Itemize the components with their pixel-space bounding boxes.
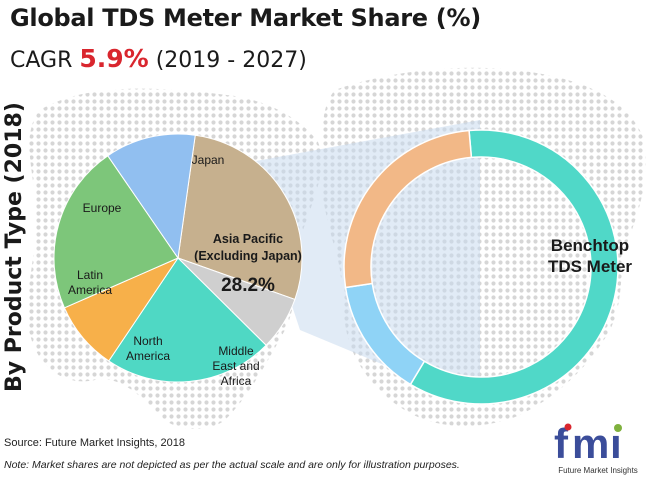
pie-slice-asia-pacific-excluding-japan xyxy=(177,134,303,301)
fmi-logo-mark: f m ı xyxy=(554,420,622,467)
cagr-label: CAGR xyxy=(10,48,73,73)
product-type-donut: Benchtop TDS Meter xyxy=(343,129,632,405)
cagr-line: CAGR 5.9% (2019 - 2027) xyxy=(10,44,307,73)
pie-label-japan: Japan xyxy=(192,153,225,167)
note-text: Note: Market shares are not depicted as … xyxy=(4,459,460,471)
pie-label-asia-pacific-excluding-japan: Asia Pacific (Excluding Japan) xyxy=(194,232,302,263)
chart-title: Global TDS Meter Market Share (%) xyxy=(10,4,481,32)
pie-label-middle-east-and-africa: Middle East and Africa xyxy=(212,344,259,388)
pie-label-latin-america: Latin America xyxy=(68,268,112,297)
fmi-logo: f m ı Future Market Insights xyxy=(548,418,648,476)
market-share-pie: Asia Pacific (Excluding Japan) Middle East … xyxy=(53,133,303,388)
pie-label-north-america: North America xyxy=(126,334,170,363)
pie-slice-north-america xyxy=(108,257,267,383)
cagr-period: (2019 - 2027) xyxy=(155,48,307,73)
pie-slice-europe xyxy=(53,155,179,309)
side-axis-label: By Product Type (2018) xyxy=(2,102,27,392)
donut-segment-3 xyxy=(343,129,473,289)
pie-annotation-value: 28.2% xyxy=(221,275,275,296)
pie-label-europe: Europe xyxy=(83,201,122,215)
cagr-value: 5.9% xyxy=(79,44,149,73)
source-text: Source: Future Market Insights, 2018 xyxy=(4,437,185,449)
logo-letter-i: ı xyxy=(610,420,622,466)
donut-segment-1 xyxy=(409,129,619,405)
logo-letter-f: f xyxy=(554,420,569,466)
donut-label-benchtop: Benchtop TDS Meter xyxy=(548,236,632,276)
logo-letter-m: m xyxy=(572,420,609,466)
logo-subtitle: Future Market Insights xyxy=(558,466,638,475)
logo-dot-green xyxy=(614,424,622,432)
pie-slice-japan xyxy=(107,133,196,260)
logo-dot-red xyxy=(564,423,572,431)
